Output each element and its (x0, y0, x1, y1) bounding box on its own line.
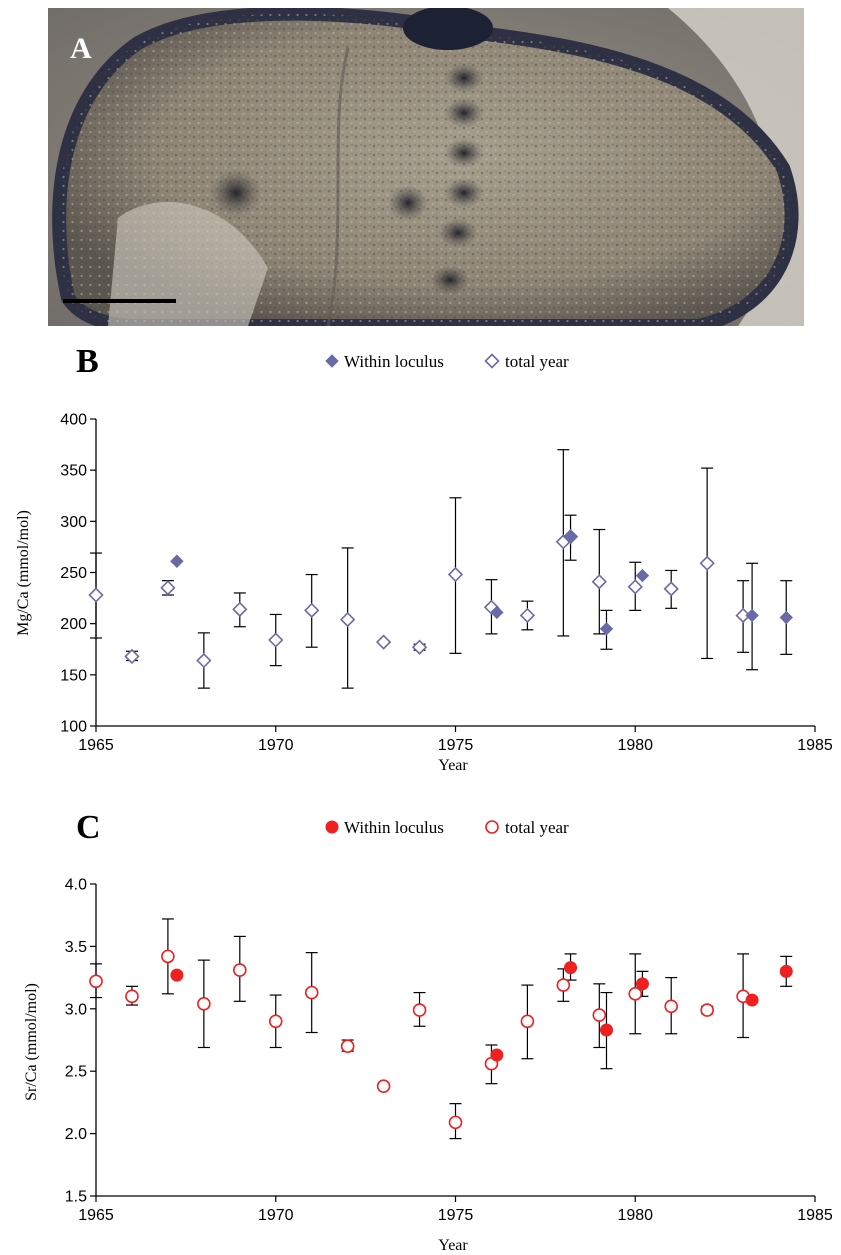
mgca-total-point (160, 580, 176, 596)
mgca-within-point (745, 608, 759, 623)
srca-total-point (89, 974, 103, 989)
mgca-y-tick-label: 400 (60, 412, 87, 429)
mgca-total-point (340, 611, 356, 628)
mgca-y-tick-label: 100 (60, 719, 87, 736)
legend-c-total-marker (485, 820, 499, 834)
mgca-total-point (232, 601, 248, 617)
scale-bar (63, 299, 176, 303)
srca-y-tick-label: 2.0 (65, 1126, 87, 1143)
legend-b: Within loculus total year (325, 352, 569, 371)
srca-total-point (520, 1014, 535, 1029)
mgca-total-point (735, 607, 751, 624)
legend-c: Within loculus total year (325, 818, 569, 837)
mgca-total-point (304, 602, 320, 618)
legend-c-within-marker (325, 820, 339, 834)
y-axis-title-c: Sr/Ca (mmol/mol) (23, 983, 40, 1101)
mgca-total-point (627, 579, 643, 595)
mgca-legend-total-symbol (484, 353, 500, 369)
mgca-legend-within-symbol (325, 354, 339, 368)
mgca-within-point (599, 622, 614, 636)
mgca-total-point (124, 648, 140, 665)
srca-x-tick-label: 1970 (258, 1207, 294, 1224)
legend-c-total-label: total year (505, 818, 569, 837)
mgca-within-point (170, 554, 184, 568)
mgca-x-tick-label: 1975 (438, 737, 474, 754)
mgca-x-tick-label: 1985 (797, 737, 833, 754)
srca-within-point (635, 977, 649, 991)
mgca-total-point (699, 555, 715, 571)
srca-x-tick-label: 1975 (438, 1207, 474, 1224)
panel-letter-b: B (76, 343, 99, 380)
mgca-within-point (490, 605, 504, 620)
srca-total-point (664, 999, 679, 1014)
srca-x-tick-label: 1980 (617, 1207, 653, 1224)
srca-y-tick-label: 1.5 (65, 1189, 87, 1206)
chamber-dark-spot (210, 169, 262, 217)
mgca-y-tick-label: 350 (60, 463, 87, 480)
srca-total-point (556, 978, 571, 992)
srca-total-point (268, 1014, 283, 1029)
legend-b-within-marker (325, 354, 339, 368)
legend-b-total-label: total year (505, 352, 569, 371)
srca-y-tick-label: 3.0 (65, 1001, 87, 1018)
srca-total-point (125, 989, 139, 1004)
legend-c-within-label: Within loculus (344, 818, 444, 837)
srca-y-tick-label: 4.0 (65, 877, 87, 894)
srca-within-point (599, 1023, 613, 1037)
mgca-total-point (196, 652, 212, 669)
srca-total-point (233, 963, 247, 977)
srca-within-point (170, 968, 184, 982)
specimen-photo: A (48, 8, 804, 326)
srca-legend-within-symbol (325, 820, 339, 834)
mgca-total-point (375, 634, 392, 650)
srca-total-point (340, 1039, 355, 1054)
mgca-total-point (447, 566, 464, 583)
srca-total-point (628, 987, 643, 1001)
srca-total-point (448, 1115, 463, 1130)
mgca-total-point (591, 574, 607, 590)
mgca-within-point (635, 568, 650, 583)
x-axis-title-c: Year (438, 1237, 468, 1254)
panel-letter-c: C (76, 809, 101, 846)
mgca-x-tick-label: 1970 (258, 737, 294, 754)
legend-b-within-label: Within loculus (344, 352, 444, 371)
photo-label: A (70, 32, 92, 65)
x-axis-title-b: Year (438, 757, 468, 774)
srca-total-point (376, 1079, 391, 1093)
srca-total-point (304, 985, 319, 1000)
mgca-y-tick-label: 150 (60, 667, 87, 684)
srca-total-point (197, 997, 211, 1011)
mgca-x-tick-label: 1965 (78, 737, 114, 754)
srca-within-point (564, 961, 578, 975)
mgca-total-point (519, 607, 536, 624)
y-axis-title-b: Mg/Ca (mmol/mol) (15, 510, 32, 636)
mgca-within-point (563, 529, 578, 544)
srca-within-point (490, 1048, 504, 1062)
mgca-total-point (411, 639, 428, 655)
mgca-total-point (88, 587, 104, 603)
srca-within-point (779, 964, 793, 978)
mgca-total-point (268, 632, 284, 648)
mgca-y-tick-label: 200 (60, 616, 87, 633)
srca-total-point (592, 1008, 607, 1022)
mgca-y-tick-label: 250 (60, 565, 87, 582)
mgca-within-point (779, 610, 793, 625)
mgca-chart: B Within loculus total year 100 150 200 250… (15, 343, 833, 774)
srca-total-point (700, 1003, 714, 1017)
srca-within-point (745, 993, 759, 1007)
legend-b-total-marker (484, 353, 500, 369)
srca-chart: C Within loculus total year 1.5 2.0 2.5 3.0… (23, 809, 833, 1254)
mgca-y-tick-label: 300 (60, 514, 87, 531)
srca-legend-total-symbol (485, 820, 499, 834)
srca-x-tick-label: 1985 (797, 1207, 833, 1224)
srca-total-point (161, 949, 175, 964)
srca-y-tick-label: 2.5 (65, 1064, 87, 1081)
srca-x-tick-label: 1965 (78, 1207, 114, 1224)
mgca-x-tick-label: 1980 (617, 737, 653, 754)
mgca-total-point (663, 581, 679, 597)
srca-total-point (412, 1003, 427, 1017)
srca-y-tick-label: 3.5 (65, 939, 87, 956)
